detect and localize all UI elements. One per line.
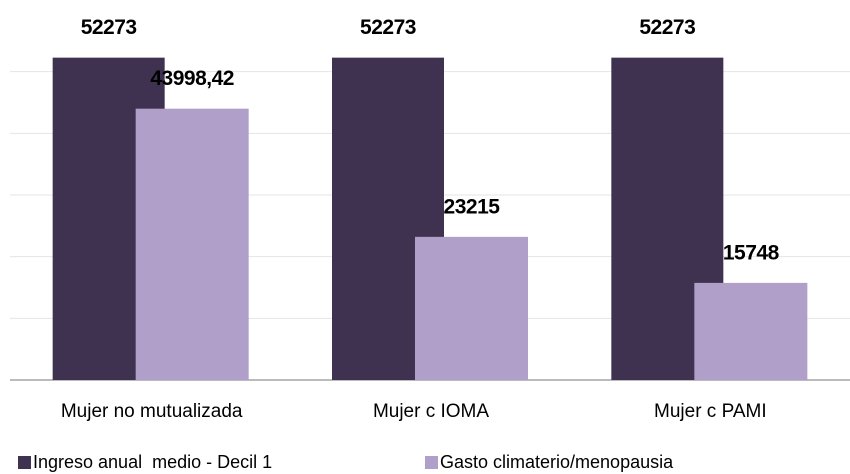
data-label: 43998,42 (150, 67, 234, 90)
legend-label: Ingreso anual medio - Decil 1 (33, 452, 272, 472)
bar (135, 108, 249, 381)
data-label: 15748 (723, 241, 780, 264)
x-tick-label: Mujer no mutualizada (61, 401, 243, 422)
data-label: 52273 (81, 16, 137, 39)
x-tick-label: Mujer c PAMI (654, 401, 767, 422)
bar (415, 236, 528, 380)
data-label: 23215 (444, 195, 501, 218)
legend-label: Gasto climaterio/menopausia (440, 452, 674, 472)
x-tick-label: Mujer c IOMA (373, 401, 489, 422)
legend-swatch (18, 456, 31, 469)
data-label: 52273 (360, 16, 416, 39)
data-label: 52273 (639, 16, 695, 39)
bar (694, 282, 808, 380)
legend-swatch (425, 456, 438, 469)
